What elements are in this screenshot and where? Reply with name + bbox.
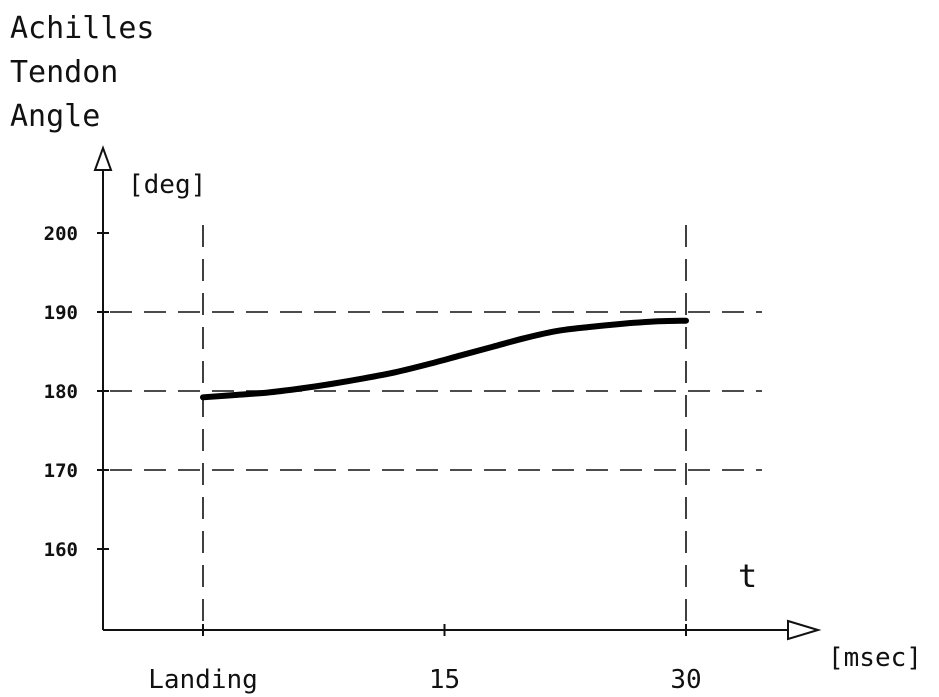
y-tick-label-190: 190: [44, 302, 78, 324]
x-axis-arrow: [787, 619, 822, 641]
chart-title-line-2: Tendon: [10, 55, 118, 90]
grid-lines: [110, 225, 762, 630]
y-axis-label: [deg]: [128, 170, 206, 200]
x-tick-label-15: 15: [429, 665, 460, 695]
y-tick-label-180: 180: [44, 381, 78, 403]
x-tick-label-30: 30: [670, 665, 701, 695]
y-ticks: 160 170 180 190 200: [44, 223, 109, 561]
x-ticks: Landing 15 30: [148, 624, 702, 695]
axes: [93, 145, 822, 641]
x-tick-label-0: Landing: [148, 665, 258, 695]
chart-title-line-3: Angle: [10, 99, 100, 134]
x-axis-label: [msec]: [828, 643, 922, 673]
y-axis-arrow: [93, 145, 113, 171]
y-tick-label-170: 170: [44, 460, 78, 482]
series-line-0: [200, 317, 689, 401]
chart-title: Achilles Tendon Angle: [10, 11, 155, 134]
chart-title-line-1: Achilles: [10, 11, 155, 46]
y-tick-label-200: 200: [44, 223, 78, 245]
series: [200, 317, 689, 401]
x-axis-symbol: t: [738, 557, 757, 595]
y-tick-label-160: 160: [44, 539, 78, 561]
